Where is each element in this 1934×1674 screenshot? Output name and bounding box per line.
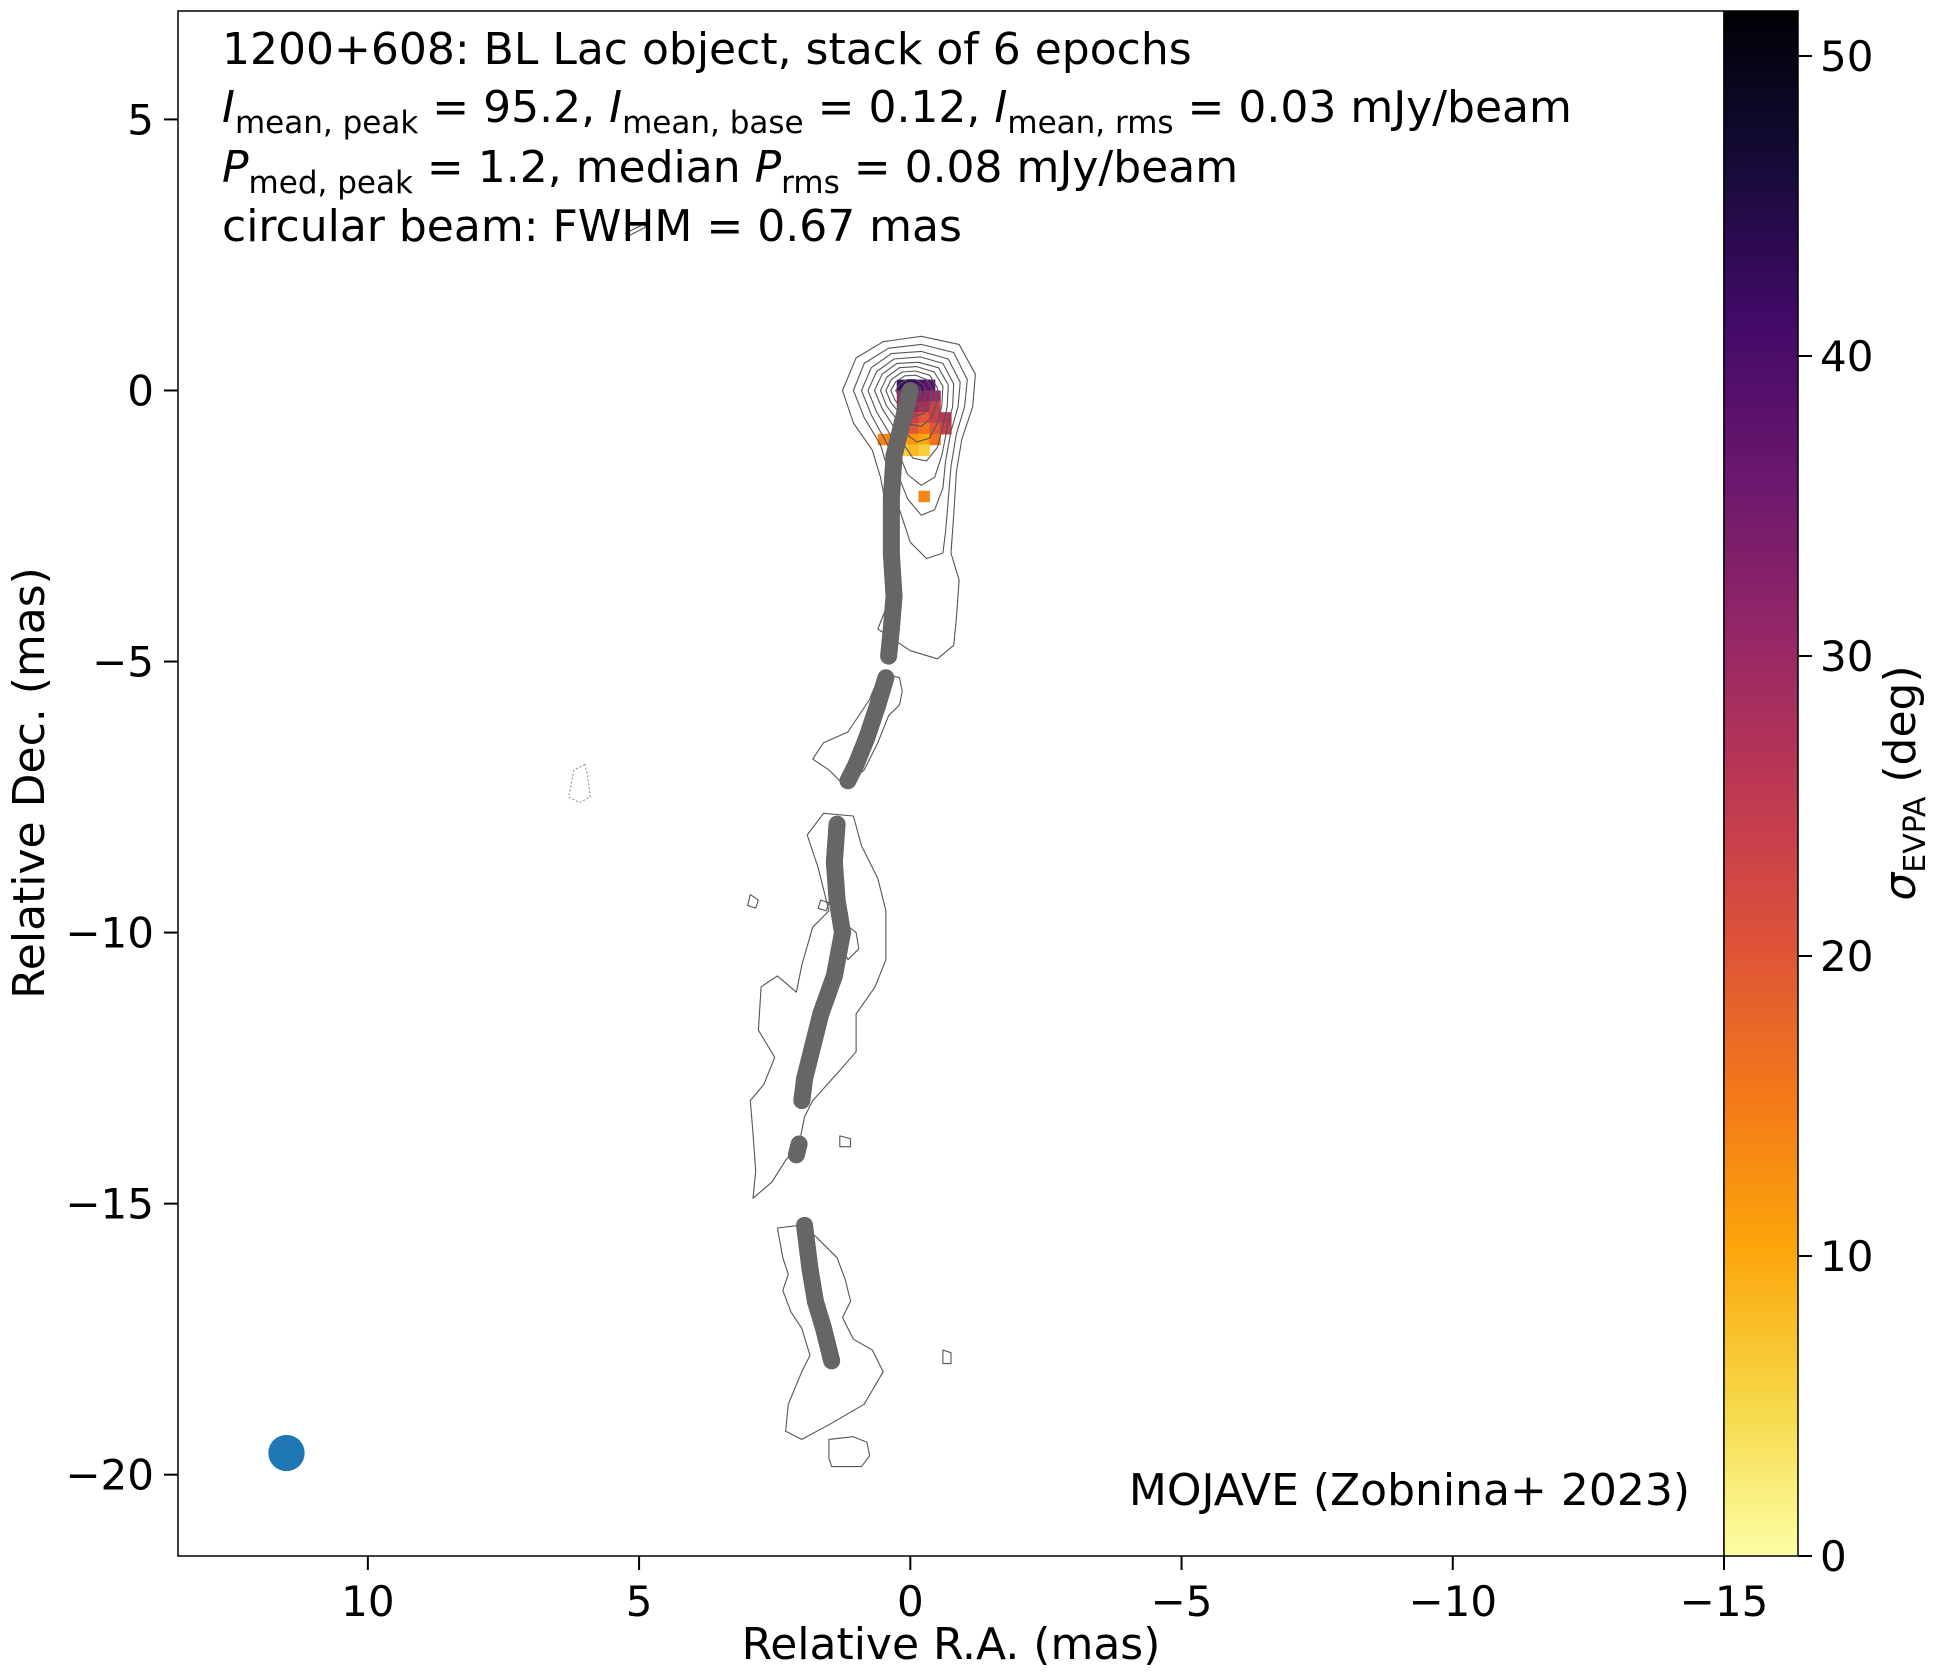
evpa-pixel <box>907 422 920 435</box>
ridge-point <box>823 1352 841 1370</box>
y-tick-label: 0 <box>127 366 154 415</box>
header-text: 1200+608: BL Lac object, stack of 6 epoc… <box>222 24 1192 75</box>
header-text: = 95.2, <box>418 82 609 133</box>
colorbar-tick-label: 50 <box>1820 32 1873 81</box>
evpa-pixel <box>896 379 909 392</box>
evpa-pixel <box>907 412 920 424</box>
evpa-pixel <box>918 390 930 402</box>
colorbar-label-unit: (deg) <box>1875 665 1926 796</box>
y-tick-label: −15 <box>65 1180 154 1229</box>
header-annotation: 1200+608: BL Lac object, stack of 6 epoc… <box>222 24 1572 252</box>
contour-line <box>812 671 903 787</box>
colorbar-tick-label: 20 <box>1820 932 1873 981</box>
evpa-pixel <box>918 490 930 503</box>
evpa-pixel <box>929 422 941 435</box>
y-axis-ticks: 5 0 −5 −10 −15 −20 <box>65 95 178 1500</box>
header-text: circular beam: FWHM = 0.67 mas <box>222 201 962 252</box>
colorbar-label: σEVPA (deg) <box>1875 665 1933 900</box>
header-text: = 0.12, <box>804 82 995 133</box>
header-text: = 0.08 mJy/beam <box>840 142 1238 193</box>
header-text: I <box>994 82 1007 133</box>
y-tick-label: −10 <box>65 909 154 958</box>
contour-line <box>817 899 830 912</box>
x-axis-ticks: 10 5 0 −5 −10 −15 <box>341 1556 1768 1626</box>
contour-line <box>828 1436 871 1468</box>
header-text: I <box>222 82 235 133</box>
x-tick-label: 10 <box>341 1577 394 1626</box>
jet-ridge-line <box>787 381 919 1370</box>
evpa-pixel <box>940 422 952 435</box>
ridge-point <box>880 647 898 665</box>
evpa-pixel <box>918 444 930 457</box>
colorbar-tick-label: 0 <box>1820 1532 1847 1581</box>
colorbar-ticks: 0 10 20 30 40 50 <box>1798 32 1873 1581</box>
y-tick-label: 5 <box>127 95 154 144</box>
contour-line <box>624 221 648 237</box>
header-text: P <box>755 142 782 193</box>
colorbar-tick-label: 30 <box>1820 632 1873 681</box>
evpa-pixel <box>940 412 952 424</box>
y-axis-label: Relative Dec. (mas) <box>4 567 55 999</box>
x-tick-label: 0 <box>897 1577 924 1626</box>
x-tick-label: −15 <box>1680 1577 1769 1626</box>
colorbar-tick-label: 10 <box>1820 1232 1873 1281</box>
evpa-pixel <box>918 422 930 435</box>
evpa-pixel <box>918 412 930 424</box>
x-tick-label: 5 <box>626 1577 653 1626</box>
reference-annotation: MOJAVE (Zobnina+ 2023) <box>1129 1465 1690 1516</box>
ridge-point <box>839 772 857 790</box>
ridge-point <box>793 1092 811 1110</box>
colorbar-label-subscript: EVPA <box>1898 796 1933 873</box>
colorbar-label-symbol: σ <box>1875 872 1926 901</box>
x-tick-label: −5 <box>1151 1577 1213 1626</box>
header-subscript: mean, peak <box>235 105 418 141</box>
y-tick-label: −5 <box>92 638 154 687</box>
beam-ellipse <box>268 1434 305 1472</box>
x-axis-label: Relative R.A. (mas) <box>742 1619 1161 1670</box>
header-text: P <box>222 142 249 193</box>
header-text: = 1.2, median <box>413 142 755 193</box>
header-line: Imean, peak = 95.2, Imean, base = 0.12, … <box>222 82 1572 141</box>
contour-line <box>747 894 759 909</box>
evpa-pixel <box>907 444 920 457</box>
header-text: = 0.03 mJy/beam <box>1174 82 1572 133</box>
header-text: I <box>609 82 622 133</box>
contour-line <box>839 1135 852 1148</box>
contour-line <box>749 812 887 1199</box>
y-tick-label: −20 <box>65 1451 154 1500</box>
contour-line <box>776 1224 884 1440</box>
evpa-pixel <box>918 401 930 413</box>
header-subscript: rms <box>781 165 840 201</box>
header-subscript: med, peak <box>249 165 413 201</box>
negative-contour-line <box>568 763 591 804</box>
evpa-pixel <box>929 390 941 402</box>
contour-line <box>942 1349 952 1365</box>
ridge-point <box>787 1146 805 1164</box>
colorbar-tick-label: 40 <box>1820 332 1873 381</box>
evpa-pixel <box>929 433 941 446</box>
evpa-pixel <box>929 412 941 424</box>
colorbar <box>1723 10 1799 1557</box>
header-subscript: mean, base <box>622 105 804 141</box>
header-line: Pmed, peak = 1.2, median Prms = 0.08 mJy… <box>222 142 1238 201</box>
header-line: circular beam: FWHM = 0.67 mas <box>222 201 962 252</box>
evpa-pixel <box>877 433 890 446</box>
x-tick-label: −10 <box>1408 1577 1497 1626</box>
header-subscript: mean, rms <box>1007 105 1173 141</box>
header-line: 1200+608: BL Lac object, stack of 6 epoc… <box>222 24 1192 75</box>
